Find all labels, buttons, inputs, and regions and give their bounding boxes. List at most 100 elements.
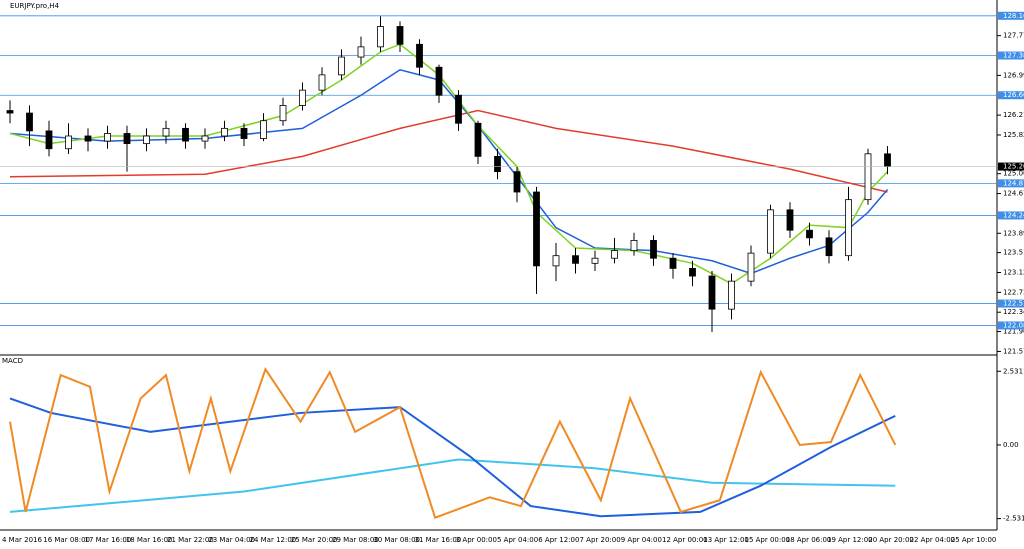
- candle-body: [474, 122, 482, 157]
- x-tick-label: 18 Mar 16:00: [126, 536, 173, 544]
- candle-body: [786, 209, 794, 231]
- y-tick-label: 0.00: [1003, 441, 1019, 449]
- y-tick-label: 122.340: [1003, 308, 1024, 316]
- candle-body: [513, 171, 521, 193]
- level-label-bg: [998, 51, 1024, 60]
- y-tick-label: 125.820: [1003, 131, 1024, 139]
- candle-body: [533, 191, 540, 267]
- y-tick-label: 123.890: [1003, 229, 1024, 237]
- candle-body: [279, 105, 287, 122]
- y-tick-label: 127.770: [1003, 32, 1024, 40]
- candle-body: [299, 89, 306, 106]
- level-label-bg: [998, 179, 1024, 188]
- level-label-bg: [998, 91, 1024, 100]
- x-tick-label: 25 Mar 20:00: [291, 536, 338, 544]
- x-tick-label: 30 Mar 08:00: [373, 536, 420, 544]
- candle-body: [572, 255, 579, 264]
- moving-average: [9, 109, 888, 193]
- y-tick-label: 124.670: [1003, 190, 1024, 198]
- level-label: 126.600: [1003, 91, 1024, 99]
- level-label: 127.380: [1003, 52, 1024, 60]
- candle-body: [708, 275, 716, 310]
- y-tick-label: 123.510: [1003, 249, 1024, 257]
- x-tick-label: 24 Mar 12:00: [250, 536, 297, 544]
- x-tick-label: 16 Mar 08:00: [43, 536, 90, 544]
- candle-body: [552, 255, 560, 267]
- y-tick-label: 126.210: [1003, 111, 1024, 119]
- candle-body: [669, 257, 677, 269]
- candle-body: [338, 56, 345, 76]
- candle-body: [435, 66, 443, 96]
- x-tick-label: 4 Mar 2016: [2, 536, 42, 544]
- candle-body: [221, 127, 228, 137]
- candle-body: [806, 229, 813, 239]
- candle-body: [728, 280, 735, 310]
- x-tick-label: 5 Apr 04:00: [497, 536, 538, 544]
- current-price-label: 125.200: [1003, 163, 1024, 171]
- x-tick-label: 15 Apr 00:00: [745, 536, 791, 544]
- candle-body: [357, 46, 365, 58]
- candle-body: [143, 135, 150, 145]
- candle-body: [45, 130, 53, 150]
- candle-body: [84, 135, 92, 142]
- candle-body: [864, 153, 872, 201]
- level-label: 128.160: [1003, 12, 1024, 20]
- candle-body: [825, 237, 833, 257]
- level-label: 124.240: [1003, 211, 1024, 219]
- y-tick-label: 2.5311: [1003, 367, 1024, 375]
- level-label-bg: [998, 299, 1024, 308]
- candle-body: [767, 209, 774, 254]
- x-tick-label: 22 Apr 04:00: [910, 536, 956, 544]
- x-tick-label: 3 Apr 00:00: [456, 536, 497, 544]
- level-label: 122.080: [1003, 321, 1024, 329]
- x-tick-label: 9 Apr 04:00: [621, 536, 662, 544]
- level-label-bg: [998, 211, 1024, 220]
- candle-body: [747, 252, 755, 282]
- candle-body: [104, 133, 111, 142]
- candle-body: [162, 127, 170, 137]
- candle-body: [494, 155, 501, 173]
- candle-body: [6, 110, 14, 114]
- candle-body: [884, 153, 891, 167]
- y-tick-label: 126.990: [1003, 71, 1024, 79]
- x-tick-label: 12 Apr 00:00: [662, 536, 708, 544]
- candle-body: [845, 199, 852, 257]
- y-tick-label: 122.730: [1003, 288, 1024, 296]
- candle-body: [26, 112, 33, 132]
- y-tick-label: 121.960: [1003, 328, 1024, 336]
- x-tick-label: 25 Apr 10:00: [951, 536, 997, 544]
- candle-body: [416, 43, 423, 68]
- x-tick-label: 18 Apr 06:00: [786, 536, 832, 544]
- candle-body: [377, 26, 384, 48]
- y-tick-label: -2.5311: [1003, 515, 1024, 523]
- x-tick-label: 23 Mar 04:00: [208, 536, 255, 544]
- candle-body: [591, 257, 599, 264]
- candle-body: [240, 127, 248, 139]
- x-tick-label: 31 Mar 16:00: [415, 536, 462, 544]
- indicator-line: [9, 367, 897, 520]
- x-tick-label: 20 Apr 20:00: [868, 536, 914, 544]
- indicator-line: [9, 458, 896, 513]
- candle-body: [650, 240, 657, 259]
- y-tick-label: 121.570: [1003, 347, 1024, 355]
- candle-body: [182, 127, 189, 142]
- level-label-bg: [998, 321, 1024, 330]
- x-tick-label: 6 Apr 12:00: [538, 536, 579, 544]
- x-tick-label: 29 Mar 08:00: [332, 536, 379, 544]
- chart-title: EURJPY.pro,H4: [10, 2, 60, 10]
- candle-body: [630, 240, 638, 251]
- candle-body: [455, 94, 462, 124]
- level-label: 122.510: [1003, 300, 1024, 308]
- x-tick-label: 13 Apr 12:00: [703, 536, 749, 544]
- candle-body: [689, 268, 696, 277]
- x-tick-label: 21 Mar 22:00: [167, 536, 214, 544]
- candle-body: [123, 133, 131, 145]
- level-label: 124.870: [1003, 179, 1024, 187]
- indicator-line: [9, 397, 896, 518]
- level-label-bg: [998, 11, 1024, 20]
- candle-body: [65, 135, 72, 150]
- candle-body: [260, 120, 267, 139]
- x-tick-label: 17 Mar 16:00: [85, 536, 132, 544]
